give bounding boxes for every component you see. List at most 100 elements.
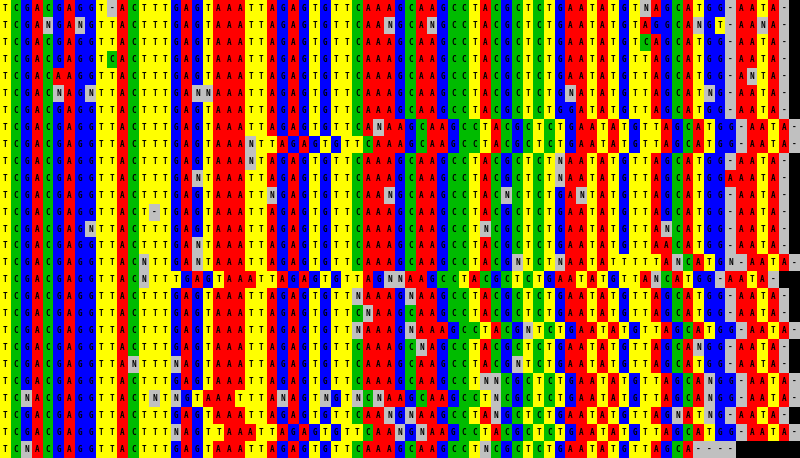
Bar [640,390,650,407]
Text: C: C [462,445,466,454]
Bar [586,34,598,51]
Text: T: T [344,106,349,115]
Bar [224,322,234,339]
Bar [576,339,586,356]
Text: G: G [408,123,413,132]
Text: T: T [334,309,338,318]
Text: G: G [56,258,61,267]
Text: G: G [728,377,733,386]
Bar [192,102,202,119]
Text: A: A [568,275,573,284]
Bar [448,424,458,441]
Bar [256,322,266,339]
Text: -: - [696,445,701,454]
Bar [598,272,608,289]
Bar [554,424,566,441]
Text: T: T [526,106,530,115]
Bar [416,169,426,186]
Bar [214,102,224,119]
Bar [534,102,544,119]
Text: T: T [259,4,264,13]
Bar [522,136,534,153]
Bar [608,272,618,289]
Bar [0,356,10,373]
Bar [746,85,758,102]
Text: G: G [88,241,93,251]
Bar [394,390,406,407]
Bar [480,220,490,238]
Text: G: G [440,343,445,352]
Text: A: A [35,275,40,284]
Text: C: C [675,224,680,234]
Bar [576,34,586,51]
Bar [96,102,106,119]
Text: A: A [771,174,776,183]
Text: G: G [24,140,29,149]
Bar [768,407,778,424]
Text: C: C [131,377,136,386]
Text: -: - [152,207,157,217]
Bar [374,102,384,119]
Bar [598,85,608,102]
Bar [96,85,106,102]
Text: G: G [78,428,82,437]
Text: T: T [163,326,168,335]
Bar [330,289,342,305]
Text: T: T [472,38,477,47]
Bar [778,153,790,169]
Text: T: T [526,445,530,454]
Text: G: G [323,55,328,64]
Bar [86,424,96,441]
Text: N: N [419,343,424,352]
Text: T: T [142,38,146,47]
Bar [10,289,22,305]
Text: G: G [88,292,93,301]
Text: T: T [99,191,104,200]
Text: T: T [760,191,765,200]
Bar [534,441,544,458]
Bar [64,0,74,17]
Text: A: A [568,72,573,81]
Bar [246,136,256,153]
Text: T: T [622,326,626,335]
Bar [298,322,310,339]
Text: A: A [579,377,584,386]
Bar [640,119,650,136]
Text: C: C [462,4,466,13]
Text: G: G [707,55,712,64]
Bar [502,203,512,220]
Text: T: T [206,360,210,369]
Text: T: T [558,377,562,386]
Bar [224,441,234,458]
Text: N: N [419,428,424,437]
Text: T: T [632,38,637,47]
Bar [374,51,384,68]
Text: G: G [504,258,509,267]
Bar [726,441,736,458]
Text: A: A [590,123,594,132]
Text: T: T [110,428,114,437]
Bar [0,322,10,339]
Text: T: T [472,377,477,386]
Bar [512,289,522,305]
Bar [554,238,566,255]
Text: T: T [99,21,104,30]
Text: T: T [472,106,477,115]
Bar [662,255,672,272]
Text: G: G [398,207,402,217]
Text: G: G [718,360,722,369]
Text: T: T [312,123,317,132]
Bar [128,153,138,169]
Bar [618,305,630,322]
Bar [608,305,618,322]
Bar [694,356,704,373]
Text: C: C [451,360,456,369]
Bar [554,51,566,68]
Bar [778,68,790,85]
Text: T: T [259,275,264,284]
Bar [266,169,278,186]
Bar [150,339,160,356]
Bar [768,289,778,305]
Bar [502,136,512,153]
Bar [704,203,714,220]
